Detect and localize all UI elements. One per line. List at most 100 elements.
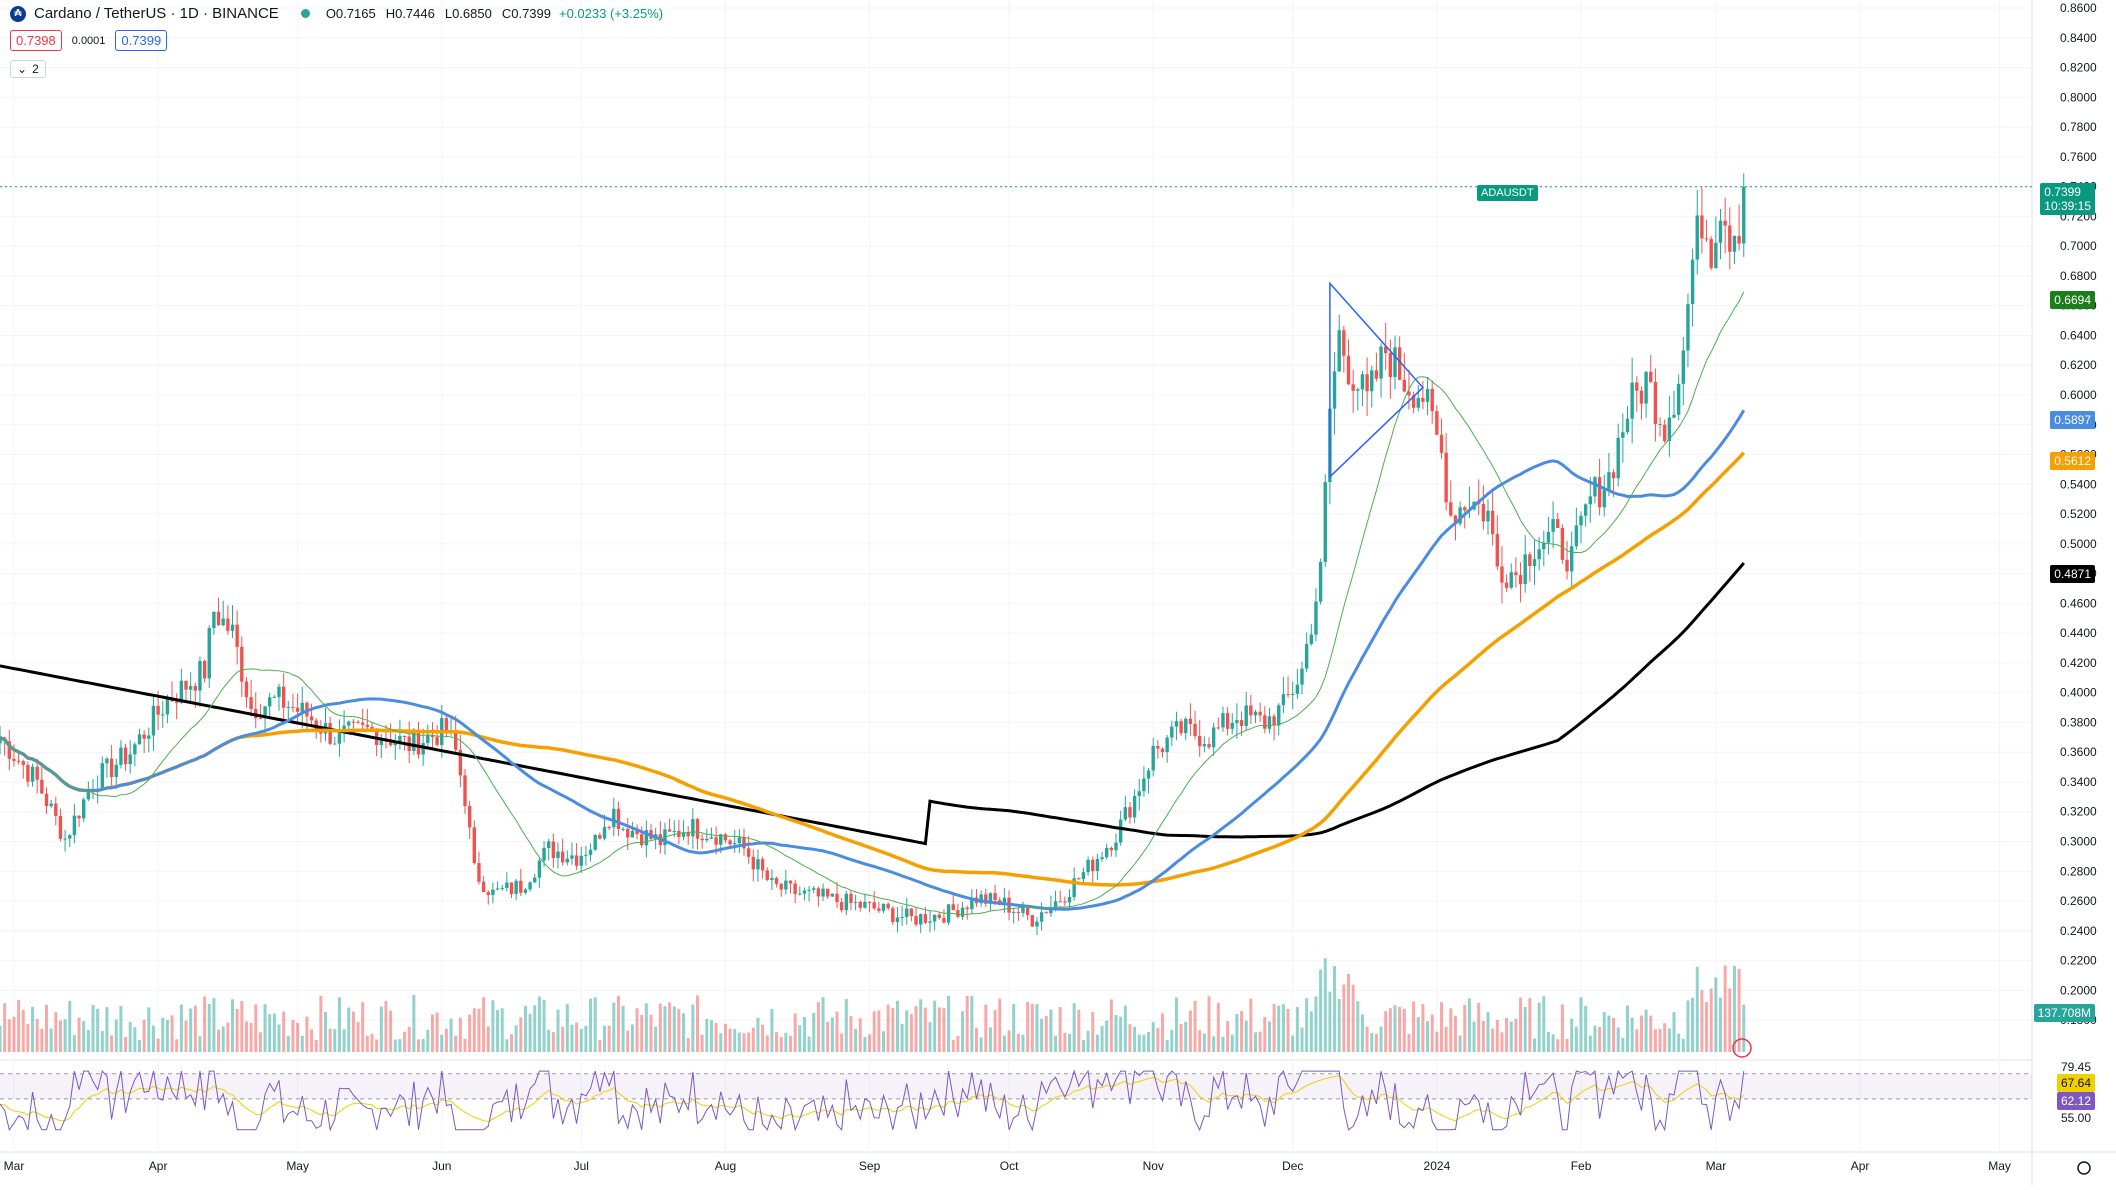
volume-bar	[1002, 1035, 1006, 1052]
candle-body	[491, 889, 495, 895]
volume-bar	[1714, 977, 1718, 1052]
candle-body	[1174, 721, 1179, 727]
volume-bar	[1323, 958, 1327, 1052]
volume-bar	[1472, 1021, 1476, 1052]
candle-body	[1514, 572, 1518, 576]
candle-body	[109, 758, 114, 777]
candle-body	[40, 779, 44, 794]
volume-bar	[1281, 1004, 1285, 1052]
symbol-title[interactable]: Cardano / TetherUS · 1D · BINANCE	[34, 5, 279, 22]
candle-body	[1170, 726, 1174, 738]
volume-bar	[1351, 984, 1355, 1052]
volume-bar	[1277, 1005, 1281, 1052]
volume-bar	[1356, 1001, 1360, 1052]
volume-bar	[384, 1000, 388, 1052]
candle-body	[853, 901, 858, 903]
indicators-toggle-button[interactable]: ⌄ 2	[10, 60, 46, 78]
candle-body	[347, 721, 351, 726]
settings-gear-icon[interactable]	[2077, 1161, 2091, 1175]
candle-body	[1123, 807, 1127, 820]
price-tick-label: 0.5200	[2060, 507, 2097, 521]
price-tick-label: 0.2600	[2060, 894, 2097, 908]
candle-body	[612, 808, 616, 828]
volume-bar	[379, 1006, 383, 1052]
volume-bar	[458, 1017, 462, 1052]
volume-bar	[26, 1023, 30, 1052]
candle-body	[984, 894, 988, 904]
price-tick-label: 0.3800	[2060, 715, 2097, 729]
candle-body	[77, 815, 81, 819]
price-tick-label: 0.4600	[2060, 596, 2097, 610]
volume-bar	[35, 1019, 39, 1052]
candle-body	[849, 893, 853, 903]
buy-price-button[interactable]: 0.7399	[115, 30, 168, 51]
volume-bar	[1495, 1019, 1499, 1052]
volume-bar	[1095, 1034, 1099, 1052]
candle-body	[230, 624, 235, 631]
volume-bar	[91, 1004, 95, 1052]
candle-body	[1360, 374, 1365, 390]
volume-bar	[147, 1007, 151, 1052]
candle-body	[1588, 496, 1592, 505]
candle-body	[1551, 519, 1555, 532]
candle-body	[1532, 559, 1537, 567]
volume-bar	[1421, 1004, 1425, 1052]
candle-body	[919, 914, 923, 925]
candle-body	[426, 734, 430, 744]
candle-body	[537, 860, 542, 878]
candle-body	[365, 724, 370, 727]
candle-body	[1458, 507, 1462, 524]
volume-bar	[1570, 1018, 1574, 1052]
candle-body	[165, 698, 170, 715]
volume-bar	[863, 1037, 867, 1052]
volume-bar	[328, 1028, 332, 1052]
candle-body	[1649, 371, 1653, 382]
sell-price-button[interactable]: 0.7398	[10, 30, 62, 51]
volume-bar	[951, 1039, 955, 1052]
candle-body	[923, 914, 928, 923]
volume-bar	[937, 1007, 941, 1052]
last-price-tag: 0.7399 10:39:15	[2040, 183, 2095, 215]
candle-body	[1490, 510, 1495, 535]
candle-body	[1565, 559, 1569, 572]
volume-bar	[1505, 1018, 1509, 1052]
volume-bar	[296, 1022, 300, 1052]
candle-body	[12, 758, 16, 761]
alert-lightning-icon[interactable]	[1732, 1038, 1752, 1058]
volume-bar	[365, 1035, 369, 1052]
volume-bar	[1588, 1035, 1592, 1052]
candle-body	[728, 840, 732, 845]
candle-body	[272, 697, 277, 699]
volume-bar	[1602, 1012, 1606, 1052]
volume-bar	[1556, 1039, 1560, 1052]
candle-body	[495, 888, 500, 890]
candle-body	[700, 838, 704, 841]
price-tick-label: 0.7000	[2060, 239, 2097, 253]
candle-body	[1100, 857, 1104, 859]
volume-bar	[440, 1034, 444, 1052]
candle-body	[881, 903, 886, 911]
candle-body	[630, 830, 635, 838]
candle-body	[737, 837, 742, 844]
candle-body	[1012, 911, 1016, 913]
candle-body	[1184, 718, 1188, 734]
candle-body	[1709, 239, 1713, 268]
candle-body	[788, 880, 793, 884]
volume-bar	[1105, 1020, 1109, 1052]
candle-body	[602, 827, 607, 839]
volume-bar	[1207, 996, 1211, 1052]
candle-body	[1663, 424, 1667, 442]
volume-bar	[895, 1000, 899, 1052]
volume-bar	[231, 999, 234, 1052]
volume-bar	[579, 1028, 583, 1052]
candle-body	[235, 624, 239, 647]
volume-bar	[542, 999, 546, 1052]
chart-legend: ₳ Cardano / TetherUS · 1D · BINANCE O0.7…	[10, 5, 663, 22]
candle-body	[1402, 379, 1406, 392]
volume-bar	[1440, 1002, 1443, 1052]
volume-bar	[1467, 998, 1471, 1052]
candle-body	[988, 893, 993, 904]
volume-bar	[649, 1014, 653, 1052]
